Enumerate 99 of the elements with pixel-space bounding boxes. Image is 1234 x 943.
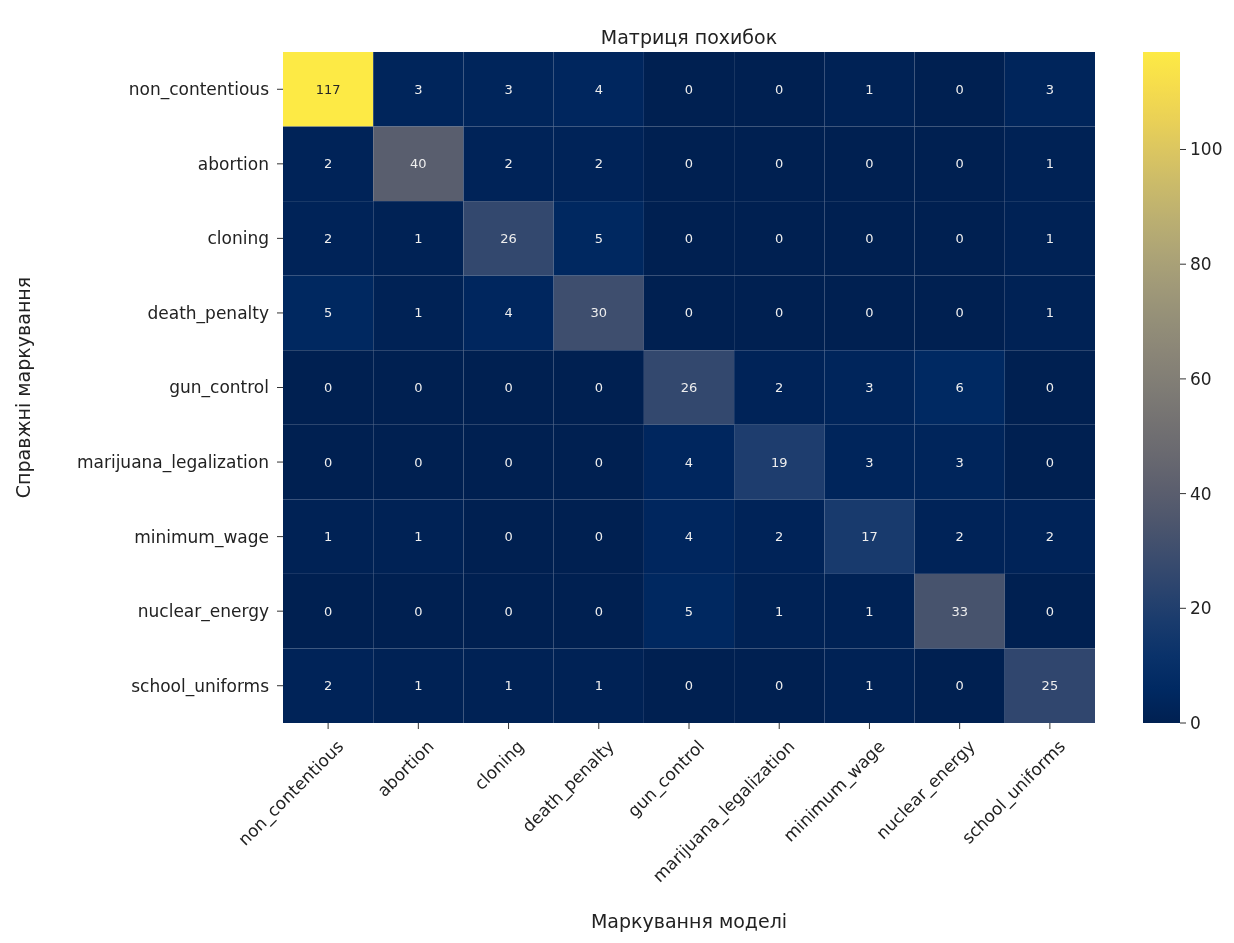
data-label: 0 [684, 305, 694, 321]
data-label: 0 [1045, 603, 1055, 619]
color-bar-label: 20 [1190, 598, 1212, 619]
data-label: 3 [955, 454, 964, 470]
data-label: 0 [504, 603, 513, 619]
data-label: 1 [414, 678, 423, 694]
data-label: 1 [504, 678, 513, 694]
data-label: 2 [775, 529, 784, 545]
data-label: 1 [1045, 305, 1055, 321]
data-label: 0 [865, 156, 874, 172]
data-label: 0 [504, 529, 513, 545]
data-label: 17 [861, 529, 878, 545]
y-tick-label: marijuana_legalization [76, 452, 269, 474]
data-label: 0 [955, 678, 964, 694]
data-label: 3 [865, 454, 874, 470]
data-label: 40 [410, 156, 427, 172]
data-label: 4 [504, 305, 513, 321]
color-bar-label: 100 [1190, 139, 1223, 160]
data-label: 0 [775, 678, 784, 694]
data-label: 3 [414, 81, 423, 97]
data-label: 1 [865, 678, 874, 694]
data-label: 0 [1045, 380, 1055, 396]
data-label: 0 [594, 454, 603, 470]
y-tick-label: gun_control [169, 377, 269, 399]
data-label: 2 [323, 678, 333, 694]
data-label: 0 [414, 454, 423, 470]
data-label: 0 [684, 156, 694, 172]
color-bar-label: 80 [1190, 254, 1212, 275]
data-label: 0 [594, 529, 603, 545]
data-label: 0 [504, 454, 513, 470]
color-bar-label: 0 [1190, 712, 1201, 733]
data-label: 0 [775, 230, 784, 246]
data-label: 3 [1045, 81, 1055, 97]
data-label: 30 [590, 305, 608, 321]
chart-title: Матриця похибок [600, 26, 778, 48]
data-label: 5 [684, 603, 694, 619]
data-label: 117 [315, 81, 341, 97]
data-label: 0 [414, 380, 423, 396]
data-label: 1 [594, 678, 603, 694]
data-label: 0 [775, 156, 784, 172]
data-label: 1 [414, 529, 423, 545]
data-label: 1 [323, 529, 333, 545]
data-label: 4 [684, 454, 694, 470]
y-axis-title: Справжні маркування [12, 276, 34, 499]
data-label: 2 [1045, 529, 1055, 545]
data-label: 1 [775, 603, 784, 619]
y-tick-label: school_uniforms [131, 675, 270, 697]
data-label: 1 [865, 603, 874, 619]
data-label: 2 [323, 230, 333, 246]
data-label: 26 [500, 230, 517, 246]
data-label: 0 [1045, 454, 1055, 470]
data-label: 2 [594, 156, 603, 172]
data-label: 0 [684, 678, 694, 694]
data-label: 0 [865, 305, 874, 321]
y-tick-label: non_contentious [128, 79, 270, 101]
data-label: 5 [323, 305, 333, 321]
data-label: 0 [865, 230, 874, 246]
data-label: 2 [323, 156, 333, 172]
data-label: 0 [594, 603, 603, 619]
x-axis-title: Маркування моделі [590, 910, 788, 932]
data-label: 0 [955, 156, 964, 172]
data-label: 0 [955, 305, 964, 321]
data-label: 26 [680, 380, 698, 396]
data-label: 1 [414, 305, 423, 321]
data-label: 0 [775, 305, 784, 321]
data-label: 0 [323, 454, 333, 470]
y-tick-label: cloning [207, 228, 269, 249]
data-label: 0 [323, 603, 333, 619]
data-label: 0 [955, 81, 964, 97]
data-label: 2 [955, 529, 964, 545]
data-label: 6 [955, 380, 964, 396]
data-label: 0 [323, 380, 333, 396]
data-label: 4 [684, 529, 694, 545]
color-bar-label: 60 [1190, 368, 1212, 389]
y-tick-label: abortion [197, 153, 269, 174]
data-label: 0 [594, 380, 603, 396]
data-label: 1 [865, 81, 874, 97]
data-label: 19 [770, 454, 788, 470]
data-label: 4 [594, 81, 603, 97]
data-label: 1 [1045, 156, 1055, 172]
data-label: 2 [504, 156, 513, 172]
data-label: 0 [414, 603, 423, 619]
data-label: 1 [414, 230, 423, 246]
data-label: 33 [951, 603, 968, 619]
data-label: 0 [684, 81, 694, 97]
data-label: 5 [594, 230, 603, 246]
data-label: 1 [1045, 230, 1055, 246]
data-label: 0 [775, 81, 784, 97]
data-label: 0 [504, 380, 513, 396]
data-label: 25 [1041, 678, 1059, 694]
data-label: 0 [684, 230, 694, 246]
y-tick-label: nuclear_energy [137, 601, 269, 623]
data-label: 3 [865, 380, 874, 396]
y-tick-label: death_penalty [147, 302, 269, 324]
data-label: 2 [775, 380, 784, 396]
data-label: 3 [504, 81, 513, 97]
data-label: 0 [955, 230, 964, 246]
y-tick-label: minimum_wage [134, 526, 269, 548]
color-bar-label: 40 [1190, 483, 1212, 504]
